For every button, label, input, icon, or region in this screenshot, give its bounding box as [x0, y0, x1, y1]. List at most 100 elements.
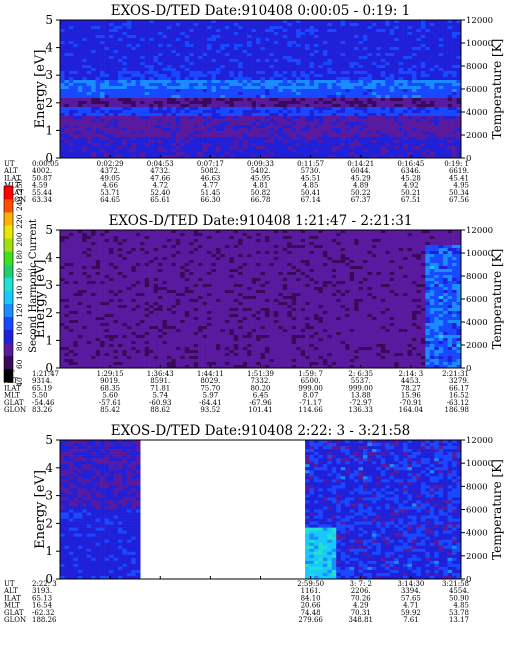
heatmap-cell	[314, 56, 319, 59]
heatmap-cell	[318, 98, 323, 101]
heatmap-cell	[127, 47, 132, 50]
heatmap-cell	[145, 152, 150, 155]
heatmap-cell	[314, 80, 319, 83]
heatmap-cell	[60, 281, 65, 284]
heatmap-cell	[73, 77, 78, 80]
heatmap-cell	[372, 131, 377, 134]
heatmap-cell	[376, 56, 381, 59]
heatmap-cell	[91, 332, 96, 335]
heatmap-cell	[96, 287, 101, 290]
heatmap-cell	[265, 137, 270, 140]
heatmap-cell	[305, 74, 310, 77]
heatmap-cell	[247, 122, 252, 125]
heatmap-cell	[350, 134, 355, 137]
heatmap-cell	[234, 50, 239, 53]
heatmap-cell	[176, 116, 181, 119]
heatmap-cell	[408, 53, 413, 56]
heatmap-cell	[60, 323, 65, 326]
heatmap-cell	[105, 251, 110, 254]
heatmap-cell	[443, 35, 448, 38]
heatmap-cell	[136, 110, 141, 113]
heatmap-cell	[154, 38, 159, 41]
heatmap-cell	[243, 80, 248, 83]
heatmap-cell	[412, 68, 417, 71]
heatmap-cell	[332, 32, 337, 35]
heatmap-cell	[64, 308, 69, 311]
heatmap-cell	[185, 71, 190, 74]
heatmap-cell	[100, 23, 105, 26]
heatmap-cell	[421, 65, 426, 68]
heatmap-cell	[64, 68, 69, 71]
heatmap-cell	[105, 347, 110, 350]
heatmap-cell	[261, 44, 266, 47]
heatmap-cell	[287, 152, 292, 155]
heatmap-cell	[318, 65, 323, 68]
heatmap-cell	[238, 119, 243, 122]
heatmap-cell	[425, 137, 430, 140]
heatmap-cell	[430, 35, 435, 38]
heatmap-cell	[60, 263, 65, 266]
heatmap-cell	[234, 92, 239, 95]
heatmap-cell	[127, 350, 132, 353]
heatmap-cell	[136, 35, 141, 38]
heatmap-cell	[332, 50, 337, 53]
heatmap-cell	[109, 299, 114, 302]
heatmap-cell	[247, 119, 252, 122]
table-cell: 65.61	[150, 196, 170, 204]
heatmap-cell	[180, 29, 185, 32]
heatmap-cell	[412, 110, 417, 113]
heatmap-cell	[64, 113, 69, 116]
heatmap-cell	[327, 89, 332, 92]
heatmap-cell	[323, 149, 328, 152]
heatmap-cell	[278, 107, 283, 110]
heatmap-cell	[238, 35, 243, 38]
heatmap-cell	[167, 38, 172, 41]
heatmap-cell	[269, 65, 274, 68]
heatmap-cell	[399, 29, 404, 32]
heatmap-cell	[359, 83, 364, 86]
heatmap-cell	[385, 107, 390, 110]
heatmap-cell	[430, 95, 435, 98]
heatmap-cell	[171, 122, 176, 125]
heatmap-cell	[390, 140, 395, 143]
heatmap-cell	[140, 65, 145, 68]
heatmap-cell	[443, 113, 448, 116]
heatmap-cell	[234, 59, 239, 62]
heatmap-cell	[78, 29, 83, 32]
heatmap-cell	[363, 68, 368, 71]
heatmap-cell	[238, 128, 243, 131]
heatmap-cell	[318, 152, 323, 155]
heatmap-cell	[394, 80, 399, 83]
heatmap-cell	[105, 95, 110, 98]
heatmap-cell	[359, 110, 364, 113]
heatmap-cell	[100, 152, 105, 155]
heatmap-cell	[390, 32, 395, 35]
heatmap-cell	[341, 152, 346, 155]
heatmap-cell	[109, 116, 114, 119]
heatmap-cell	[73, 26, 78, 29]
heatmap-cell	[225, 65, 230, 68]
heatmap-cell	[87, 311, 92, 314]
heatmap-cell	[100, 287, 105, 290]
heatmap-cell	[274, 74, 279, 77]
heatmap-cell	[91, 116, 96, 119]
heatmap-cell	[336, 53, 341, 56]
heatmap-cell	[162, 146, 167, 149]
heatmap-cell	[412, 29, 417, 32]
heatmap-cell	[430, 125, 435, 128]
heatmap-cell	[91, 89, 96, 92]
heatmap-cell	[292, 119, 297, 122]
heatmap-cell	[229, 56, 234, 59]
heatmap-cell	[69, 323, 74, 326]
heatmap-cell	[180, 68, 185, 71]
heatmap-cell	[105, 242, 110, 245]
heatmap-cell	[354, 149, 359, 152]
heatmap-cell	[127, 134, 132, 137]
heatmap-cell	[131, 86, 136, 89]
heatmap-cell	[278, 152, 283, 155]
heatmap-cell	[82, 137, 87, 140]
heatmap-cell	[381, 80, 386, 83]
heatmap-cell	[256, 116, 261, 119]
heatmap-cell	[131, 236, 136, 239]
heatmap-cell	[385, 29, 390, 32]
